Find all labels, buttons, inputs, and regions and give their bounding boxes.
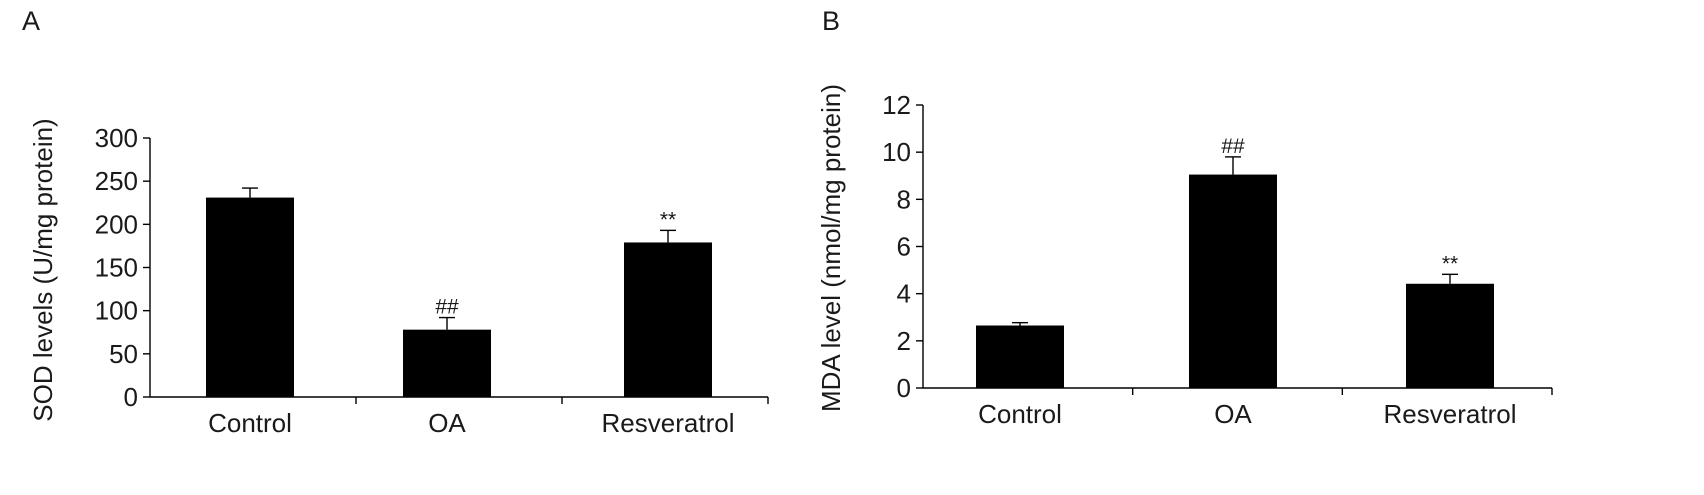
y-tick-label: 2: [897, 326, 911, 356]
bar-control: [206, 197, 294, 397]
y-axis-title: SOD levels (U/mg protein): [28, 118, 58, 421]
chart-panel-a: A SOD levels (U/mg protein) 0 50 100 150 200 25…: [22, 6, 769, 438]
y-tick-label: 50: [109, 339, 138, 369]
y-tick-label: 6: [897, 232, 911, 262]
bar-oa: [403, 329, 491, 397]
x-tick-label: OA: [428, 408, 466, 438]
y-tick-label: 0: [124, 382, 138, 412]
y-tick-label: 0: [897, 373, 911, 403]
bar-resveratrol: [1406, 283, 1494, 388]
y-tick-label: 200: [95, 209, 138, 239]
y-tick-label: 12: [882, 90, 911, 120]
x-tick-label: OA: [1214, 399, 1252, 429]
chart-panel-b: B MDA level (nmol/mg protein) 0 2 4 6 8 10 12 Con…: [816, 6, 1553, 429]
bar-resveratrol: [624, 242, 712, 397]
y-axis-title: MDA level (nmol/mg protein): [816, 84, 846, 412]
y-tick-label: 10: [882, 137, 911, 167]
significance-marker: **: [660, 208, 676, 231]
x-tick-label: Control: [978, 399, 1062, 429]
bar-oa: [1189, 174, 1277, 388]
x-tick-label: Resveratrol: [1384, 399, 1517, 429]
significance-marker: **: [1442, 252, 1458, 275]
bar-control: [976, 325, 1064, 388]
panel-label: B: [822, 6, 840, 36]
y-tick-label: 300: [95, 123, 138, 153]
y-tick-label: 150: [95, 253, 138, 283]
y-tick-label: 100: [95, 296, 138, 326]
x-tick-label: Resveratrol: [602, 408, 735, 438]
y-tick-label: 8: [897, 184, 911, 214]
significance-marker: ##: [1221, 135, 1245, 158]
x-tick-label: Control: [208, 408, 292, 438]
y-tick-label: 4: [897, 279, 911, 309]
significance-marker: ##: [435, 296, 459, 319]
y-tick-label: 250: [95, 166, 138, 196]
panel-label: A: [22, 6, 40, 36]
